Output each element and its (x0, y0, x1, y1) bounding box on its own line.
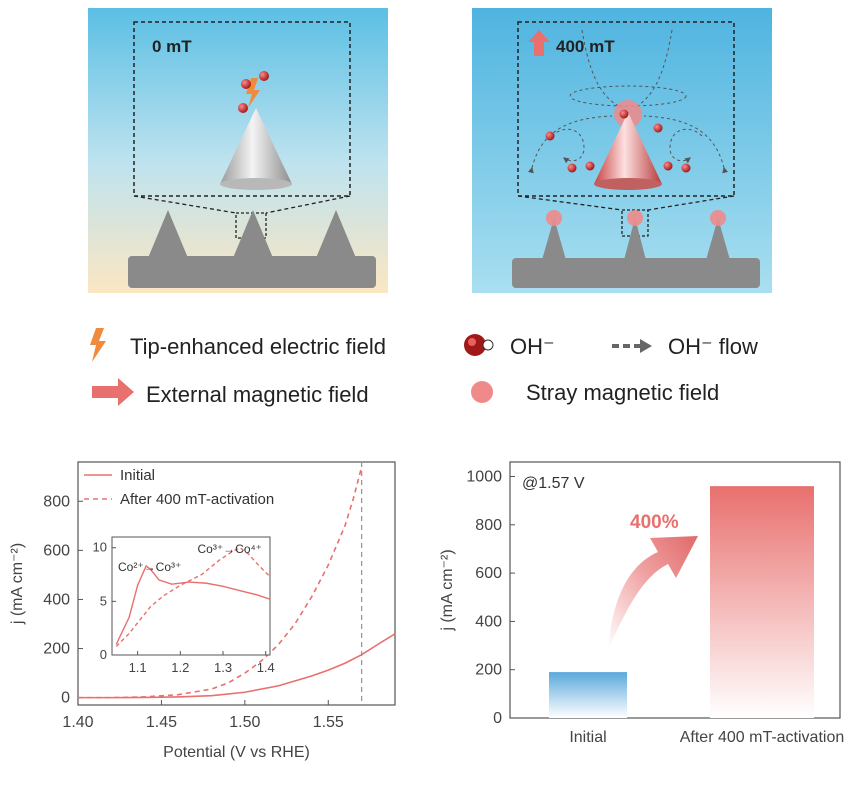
external-field-arrow-icon (528, 30, 550, 56)
inset-x-tick-label: 1.4 (257, 660, 275, 675)
x-tick-label: 1.55 (313, 714, 344, 731)
bar-activated (710, 486, 814, 718)
inset-annotation: Co³⁺→Co⁴⁺ (198, 542, 263, 556)
y-tick-label: 400 (43, 591, 70, 608)
plot-frame (77, 461, 396, 706)
substrate (128, 256, 376, 288)
legend-label-oh-flow: OH⁻ flow (668, 334, 758, 359)
y-tick-label: 200 (43, 641, 70, 658)
legend: Tip-enhanced electric field OH⁻ OH⁻ flow… (0, 318, 861, 418)
oh-ion (238, 103, 248, 113)
dashed-arrow-icon (612, 339, 652, 353)
cone (220, 108, 292, 184)
x-axis-label: Potential (V vs RHE) (163, 744, 310, 761)
schematic-right: 400 mT (472, 8, 772, 293)
legend-label-oh: OH⁻ (510, 334, 555, 359)
oh-ion (653, 123, 663, 133)
legend-label: After 400 mT-activation (120, 491, 274, 508)
bar-chart: 0 200 400 600 800 1000 j (mA cm⁻²) @1.57 V Initi… (439, 461, 845, 746)
x-tick-label: 1.40 (62, 714, 93, 731)
oh-ion (681, 163, 691, 173)
inset-y-tick-label: 10 (93, 540, 107, 555)
oh-ion-icon (464, 334, 494, 356)
x-tick-label: Initial (569, 729, 606, 746)
legend-label-external-field: External magnetic field (146, 382, 369, 407)
y-tick-label: 600 (43, 542, 70, 559)
inset-series-line (115, 564, 271, 645)
plot-frame (509, 461, 841, 719)
oh-ion (545, 131, 555, 141)
field-label-0mT: 0 mT (152, 37, 192, 56)
y-axis-label: j (mA cm⁻²) (9, 543, 26, 625)
x-tick-label: 1.45 (146, 714, 177, 731)
oh-ion (259, 71, 269, 81)
inset-x-tick-label: 1.1 (129, 660, 147, 675)
field-label-400mT: 400 mT (556, 37, 615, 56)
cone (594, 112, 662, 184)
inset-x-tick-label: 1.3 (214, 660, 232, 675)
x-tick-label: 1.50 (229, 714, 260, 731)
y-tick-label: 800 (475, 517, 502, 534)
x-tick-label: After 400 mT-activation (680, 729, 845, 746)
inset-y-tick-label: 5 (100, 593, 107, 608)
inset-series-line (115, 546, 271, 647)
substrate (512, 258, 760, 288)
oh-ion (585, 161, 595, 171)
schematic-left: 0 mT (88, 8, 388, 293)
series-line-activated (78, 466, 363, 699)
oh-ion (241, 79, 251, 89)
growth-label: 400% (630, 512, 679, 533)
stray-field-icon (471, 381, 493, 403)
zoom-box (517, 21, 735, 197)
inset-x-tick-label: 1.2 (171, 660, 189, 675)
legend-label-stray-field: Stray magnetic field (526, 380, 720, 405)
inset-y-tick-label: 0 (100, 647, 107, 662)
lightning-icon (90, 328, 106, 362)
y-tick-label: 0 (493, 710, 502, 727)
inset-annotation: Co²⁺→Co³⁺ (118, 560, 181, 574)
legend-label-tip-field: Tip-enhanced electric field (130, 334, 386, 359)
oh-ion (663, 161, 673, 171)
y-tick-label: 1000 (466, 468, 502, 485)
y-tick-label: 600 (475, 565, 502, 582)
legend-label: Initial (120, 467, 155, 484)
y-tick-label: 400 (475, 613, 502, 630)
zoom-box (133, 21, 351, 197)
growth-arrow-icon (608, 536, 698, 650)
condition-annotation: @1.57 V (522, 475, 585, 492)
oh-ion (619, 109, 629, 119)
y-tick-label: 0 (61, 690, 70, 707)
inset-frame (111, 536, 271, 656)
oh-ion (567, 163, 577, 173)
y-tick-label: 800 (43, 493, 70, 510)
bar-initial (549, 672, 627, 718)
y-tick-label: 200 (475, 662, 502, 679)
external-field-arrow-icon (92, 378, 134, 406)
y-axis-label: j (mA cm⁻²) (439, 549, 456, 631)
